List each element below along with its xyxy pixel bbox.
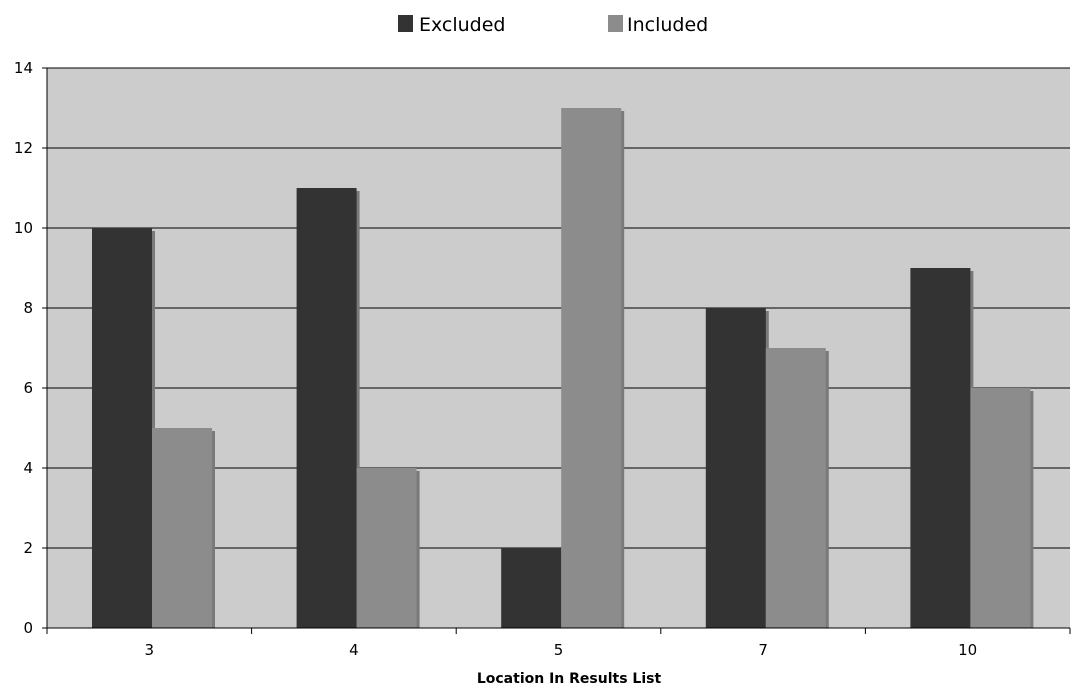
x-tick-label-5: 5 xyxy=(554,641,564,659)
bar-included-3 xyxy=(152,428,212,628)
y-tick-label-14: 14 xyxy=(14,59,33,77)
y-tick-label-6: 6 xyxy=(23,379,33,397)
legend: Excluded Included xyxy=(398,14,708,36)
x-tick-label-7: 7 xyxy=(758,641,768,659)
bar-excluded-4 xyxy=(296,188,357,628)
legend-swatch-excluded xyxy=(398,15,413,32)
y-tick-label-2: 2 xyxy=(23,539,33,557)
x-axis-title: Location In Results List xyxy=(477,671,662,687)
y-tick-label-12: 12 xyxy=(14,139,33,157)
y-tick-label-8: 8 xyxy=(23,299,33,317)
legend-label-excluded: Excluded xyxy=(419,14,506,36)
legend-label-included: Included xyxy=(627,14,708,36)
legend-swatch-included xyxy=(608,15,623,32)
bar-included-5 xyxy=(561,108,622,628)
bar-included-4 xyxy=(356,468,417,628)
y-tick-label-10: 10 xyxy=(14,219,33,237)
bar-included-10 xyxy=(970,388,1031,628)
bar-excluded-3 xyxy=(92,228,152,628)
bar-excluded-10 xyxy=(910,268,971,628)
x-tick-label-3: 3 xyxy=(145,641,155,659)
bar-included-7 xyxy=(765,348,826,628)
x-tick-label-4: 4 xyxy=(349,641,359,659)
y-tick-label-4: 4 xyxy=(23,459,33,477)
bar-excluded-7 xyxy=(705,308,766,628)
x-tick-label-10: 10 xyxy=(958,641,977,659)
bar-excluded-5 xyxy=(501,548,562,628)
plot-area xyxy=(47,68,1070,628)
y-tick-label-0: 0 xyxy=(23,619,33,637)
